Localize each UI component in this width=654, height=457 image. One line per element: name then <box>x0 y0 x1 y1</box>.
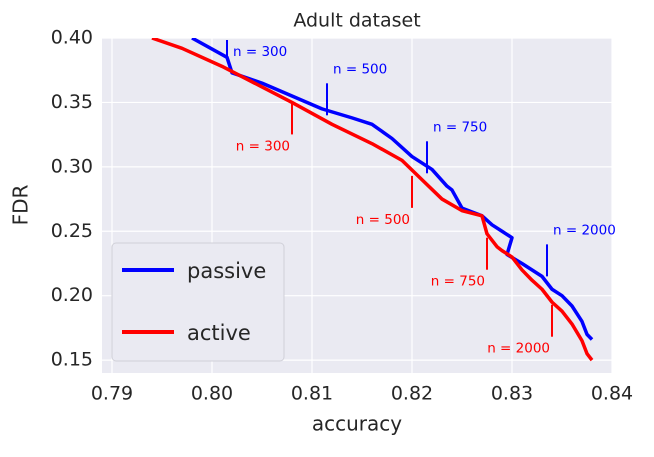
legend-label: passive <box>187 259 266 283</box>
annotation-text: n = 750 <box>433 119 487 135</box>
x-tick-label: 0.84 <box>591 383 633 405</box>
lines <box>151 38 594 362</box>
annotation-text: n = 300 <box>236 138 290 154</box>
legend: passive active <box>111 242 285 362</box>
y-tick-label: 0.20 <box>51 284 93 306</box>
annotation-text: n = 750 <box>431 274 485 290</box>
x-tick-label: 0.82 <box>391 383 433 405</box>
annotation-text: n = 2000 <box>487 341 550 357</box>
x-axis-label: accuracy <box>312 412 402 436</box>
series-line <box>191 38 594 341</box>
y-tick-label: 0.25 <box>51 220 93 242</box>
annotation-text: n = 500 <box>356 212 410 228</box>
annotation-text: n = 500 <box>333 61 387 77</box>
x-tick-label: 0.80 <box>191 383 233 405</box>
x-tick-label: 0.81 <box>291 383 333 405</box>
y-tick-label: 0.40 <box>51 27 93 49</box>
legend-label: active <box>187 321 251 345</box>
annotation-text: n = 2000 <box>553 222 616 238</box>
y-tick-label: 0.15 <box>51 349 93 371</box>
annotations: n = 300 n = 500 n = 750 n = 2000 n = 300 n = … <box>226 40 616 357</box>
chart-title: Adult dataset <box>293 10 420 32</box>
series-line <box>151 38 594 362</box>
y-tick-label: 0.30 <box>51 155 93 177</box>
y-tick-label: 0.35 <box>51 91 93 113</box>
annotation-text: n = 300 <box>233 44 287 60</box>
x-tick-label: 0.83 <box>491 383 533 405</box>
y-axis-label: FDR <box>9 185 33 226</box>
x-tick-label: 0.79 <box>91 383 133 405</box>
